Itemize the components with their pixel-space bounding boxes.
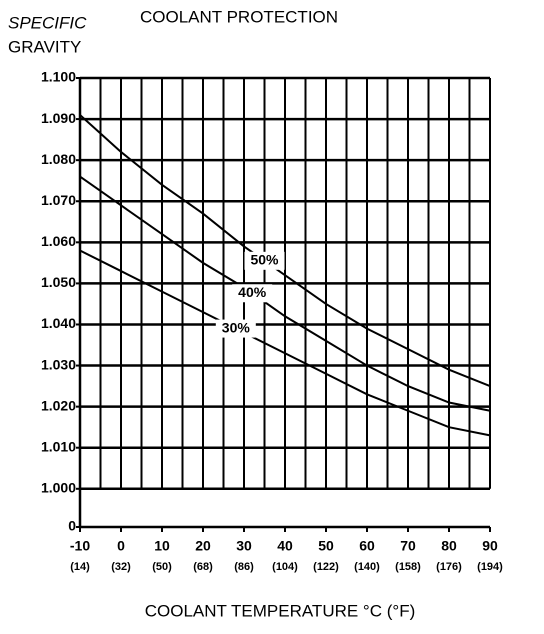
x-tick-label: 70 xyxy=(400,538,416,554)
y-tick-label: 1.010 xyxy=(41,438,76,454)
x-tick-label-f: (140) xyxy=(354,561,380,573)
series-line xyxy=(79,114,491,388)
y-tick-label: 1.050 xyxy=(41,274,76,290)
series-label: 30% xyxy=(222,319,251,335)
x-tick-label: 80 xyxy=(441,538,457,554)
y-tick-label: 1.020 xyxy=(41,397,76,413)
y-axis-label: GRAVITY xyxy=(8,37,81,56)
y-tick-label: 0 xyxy=(68,518,76,534)
x-tick-label: -10 xyxy=(70,538,90,554)
x-tick-label-f: (14) xyxy=(70,561,90,573)
label-bg xyxy=(215,319,256,338)
label-bg xyxy=(232,284,273,303)
x-tick-label-f: (50) xyxy=(152,561,172,573)
y-tick-label: 1.080 xyxy=(41,151,76,167)
y-tick-label: 1.060 xyxy=(41,233,76,249)
y-tick-label: 1.090 xyxy=(41,110,76,126)
series-label: 50% xyxy=(250,252,279,268)
y-tick-label: 1.070 xyxy=(41,192,76,208)
x-axis-label: COOLANT TEMPERATURE °C (°F) xyxy=(145,601,416,620)
y-tick-label: 1.100 xyxy=(41,69,76,85)
series-line xyxy=(79,175,491,412)
x-tick-label: 50 xyxy=(318,538,334,554)
x-tick-label-f: (68) xyxy=(193,561,213,573)
y-tick-label: 1.000 xyxy=(41,479,76,495)
x-tick-label-f: (122) xyxy=(313,561,339,573)
x-tick-label: 40 xyxy=(277,538,293,554)
label-bg xyxy=(244,251,285,270)
x-tick-label-f: (86) xyxy=(234,561,254,573)
series-line xyxy=(79,249,491,437)
x-tick-label-f: (104) xyxy=(272,561,298,573)
x-tick-label: 90 xyxy=(482,538,498,554)
x-tick-label: 10 xyxy=(154,538,170,554)
x-tick-label: 20 xyxy=(195,538,211,554)
x-tick-label: 60 xyxy=(359,538,375,554)
y-tick-label: 1.030 xyxy=(41,356,76,372)
chart-title: COOLANT PROTECTION xyxy=(140,7,338,26)
series-label: 40% xyxy=(238,284,267,300)
y-axis-label: SPECIFIC xyxy=(8,13,87,32)
x-tick-label-f: (158) xyxy=(395,561,421,573)
x-tick-label-f: (176) xyxy=(436,561,462,573)
x-tick-label: 0 xyxy=(117,538,125,554)
x-tick-label-f: (32) xyxy=(111,561,131,573)
x-tick-label: 30 xyxy=(236,538,252,554)
y-tick-label: 1.040 xyxy=(41,315,76,331)
x-tick-label-f: (194) xyxy=(477,561,503,573)
